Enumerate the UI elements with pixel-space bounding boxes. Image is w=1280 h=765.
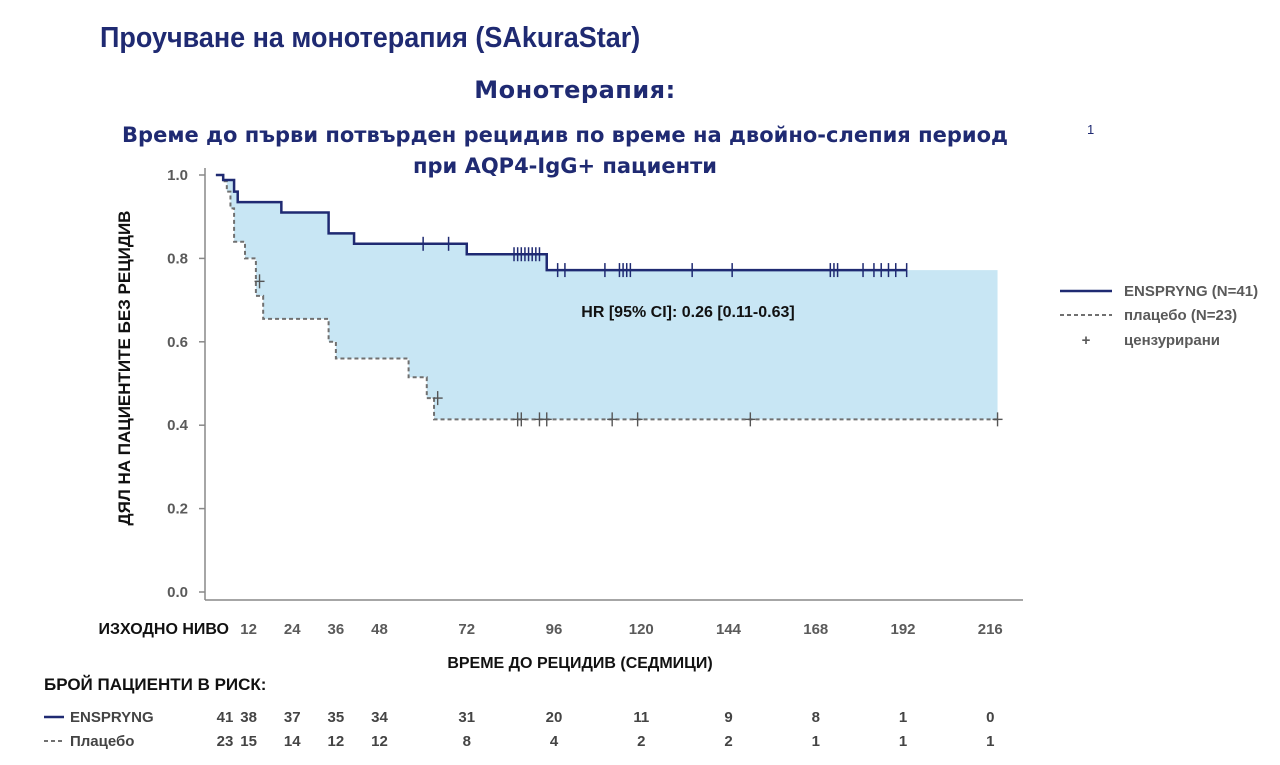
risk-value: 0 xyxy=(986,709,994,726)
y-tick-label: 0.0 xyxy=(167,584,188,601)
risk-value: 1 xyxy=(812,733,820,750)
x-tick-label: 144 xyxy=(716,621,742,638)
risk-value: 2 xyxy=(637,733,645,750)
risk-value: 14 xyxy=(284,733,301,750)
axes-layer: 0.0 0.2 0.4 0.6 0.8 1.0 ИЗХОДНО НИВО 12 24 36 48 72… xyxy=(98,167,1023,638)
risk-value: 1 xyxy=(899,709,907,726)
legend-label: ENSPRYNG (N=41) xyxy=(1124,283,1258,300)
x-tick-label: 48 xyxy=(371,621,388,638)
censor-marks-layer xyxy=(254,236,1003,427)
y-tick-label: 0.2 xyxy=(167,501,188,518)
hr-annotation: HR [95% CI]: 0.26 [0.11-0.63] xyxy=(581,304,794,321)
risk-value: 15 xyxy=(240,733,257,750)
risk-value: 31 xyxy=(458,709,475,726)
x-axis-label: ВРЕМЕ ДО РЕЦИДИВ (СЕДМИЦИ) xyxy=(447,655,712,672)
x-tick-label: 216 xyxy=(978,621,1003,638)
risk-value: 12 xyxy=(371,733,388,750)
y-tick-label: 0.8 xyxy=(167,250,188,267)
x-tick-label: 12 xyxy=(240,621,257,638)
y-axis-label: ДЯЛ НА ПАЦИЕНТИТЕ БЕЗ РЕЦИДИВ xyxy=(115,211,134,526)
x-tick-label: 36 xyxy=(328,621,345,638)
legend-label: цензурирани xyxy=(1124,332,1220,349)
x-tick-label: 72 xyxy=(458,621,475,638)
risk-table-title: БРОЙ ПАЦИЕНТИ В РИСК: xyxy=(44,675,266,694)
risk-value: 8 xyxy=(463,733,471,750)
footnote-marker: 1 xyxy=(1087,122,1095,137)
x-tick-label-baseline: ИЗХОДНО НИВО xyxy=(98,621,229,638)
series-layer xyxy=(215,173,998,421)
y-tick-label: 0.6 xyxy=(167,334,188,351)
risk-row-label: ENSPRYNG xyxy=(70,709,154,726)
y-tick-label: 1.0 xyxy=(167,167,188,184)
legend: ENSPRYNG (N=41) плацебо (N=23) + цензуриран… xyxy=(1060,283,1258,349)
risk-value: 1 xyxy=(899,733,907,750)
risk-value: 37 xyxy=(284,709,301,726)
shaded-area xyxy=(215,175,998,420)
legend-label: плацебо (N=23) xyxy=(1124,307,1237,324)
chart-title-line-2: при AQP4-IgG+ пациенти xyxy=(413,154,717,178)
risk-value: 23 xyxy=(217,733,234,750)
y-tick-label: 0.4 xyxy=(167,417,189,434)
page-title: Проучване на монотерапия (SAkuraStar) xyxy=(100,22,641,54)
x-tick-label: 24 xyxy=(284,621,301,638)
label-layer: ДЯЛ НА ПАЦИЕНТИТЕ БЕЗ РЕЦИДИВ ВРЕМЕ ДО РЕ… xyxy=(115,211,795,672)
risk-value: 35 xyxy=(328,709,345,726)
risk-value: 4 xyxy=(550,733,559,750)
x-tick-label: 168 xyxy=(803,621,828,638)
x-tick-label: 192 xyxy=(891,621,916,638)
risk-value: 38 xyxy=(240,709,257,726)
placebo-line xyxy=(215,174,998,421)
x-tick-label: 120 xyxy=(629,621,654,638)
risk-value: 8 xyxy=(812,709,820,726)
risk-value: 12 xyxy=(328,733,345,750)
risk-value: 34 xyxy=(371,709,388,726)
enspryng-line xyxy=(215,173,907,272)
risk-row-label: Плацебо xyxy=(70,733,134,750)
chart-title: Време до първи потвърден рецидив по врем… xyxy=(60,120,1070,182)
risk-value: 9 xyxy=(724,709,732,726)
risk-value: 41 xyxy=(217,709,234,726)
x-tick-label: 96 xyxy=(546,621,563,638)
shaded-region-layer xyxy=(215,175,998,420)
risk-value: 1 xyxy=(986,733,994,750)
page-subtitle: Монотерапия: xyxy=(474,76,676,104)
legend-censor-symbol: + xyxy=(1082,332,1091,349)
risk-value: 20 xyxy=(546,709,563,726)
risk-table: БРОЙ ПАЦИЕНТИ В РИСК:ENSPRYNG 41 38 37 35 34 3… xyxy=(44,675,994,750)
chart-title-line-1: Време до първи потвърден рецидив по врем… xyxy=(122,123,1008,147)
risk-value: 11 xyxy=(633,709,649,726)
risk-value: 2 xyxy=(724,733,732,750)
